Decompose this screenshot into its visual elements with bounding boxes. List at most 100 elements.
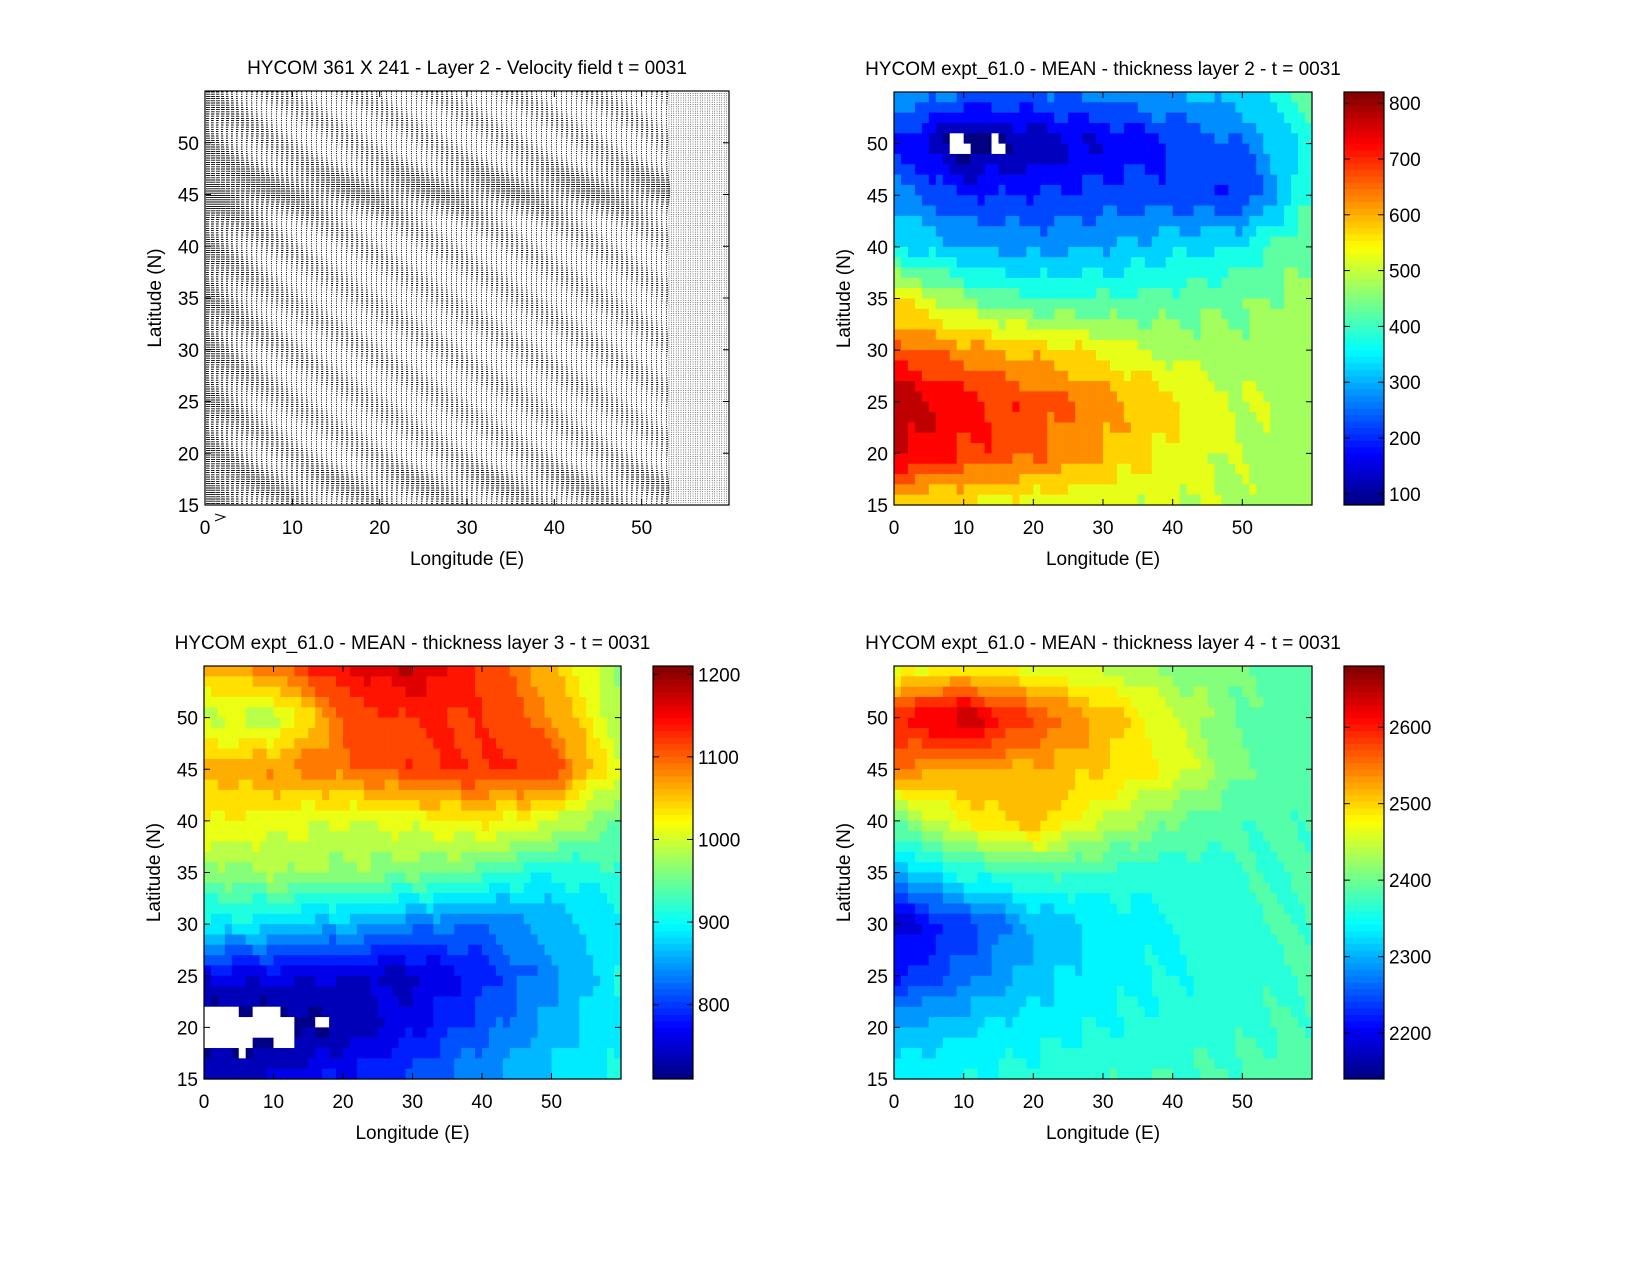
heat-cell: [900, 257, 909, 269]
heat-cell: [363, 841, 372, 853]
heat-cell: [1179, 236, 1188, 248]
heat-cell: [1026, 277, 1034, 289]
heat-cell: [530, 800, 539, 812]
heat-cell: [370, 717, 379, 729]
heat-cell: [259, 913, 268, 925]
heat-cell: [516, 955, 525, 967]
heat-cell: [537, 696, 546, 708]
heat-cell: [1040, 184, 1048, 196]
heat-cell: [1019, 494, 1027, 506]
heat-cell: [419, 820, 427, 832]
heat-cell: [294, 758, 302, 770]
heat-cell: [1026, 453, 1034, 465]
heat-cell: [565, 758, 573, 770]
heat-cell: [419, 934, 427, 946]
heat-cell: [454, 851, 462, 863]
heat-cell: [579, 862, 587, 874]
heat-cell: [384, 841, 393, 853]
heat-cell: [558, 758, 566, 770]
heat-cell: [426, 686, 434, 698]
heat-cell: [935, 143, 944, 155]
heat-cell: [963, 184, 972, 196]
heat-cell: [419, 831, 427, 843]
heat-cell: [579, 934, 587, 946]
heat-cell: [914, 298, 923, 310]
heat-cell: [537, 955, 546, 967]
heat-cell: [1221, 381, 1229, 393]
heat-cell: [1270, 308, 1278, 320]
heat-cell: [224, 872, 233, 884]
heat-cell: [907, 288, 916, 300]
heat-cell: [343, 789, 351, 801]
heat-cell: [1179, 102, 1188, 114]
heat-cell: [266, 893, 275, 905]
heat-cell: [579, 986, 587, 997]
heat-cell: [356, 789, 365, 801]
heat-cell: [1116, 422, 1125, 434]
heat-cell: [977, 205, 986, 217]
heat-cell: [544, 738, 553, 750]
heat-cell: [956, 122, 965, 134]
heat-cell: [336, 810, 344, 822]
heat-cell: [273, 800, 282, 812]
heat-cell: [301, 727, 309, 739]
heat-cell: [370, 944, 379, 956]
heat-cell: [287, 686, 295, 698]
heat-cell: [412, 893, 421, 905]
heat-cell: [1256, 412, 1264, 423]
heat-cell: [280, 934, 288, 946]
heat-cell: [572, 996, 580, 1008]
heat-cell: [1235, 350, 1243, 362]
heat-cell: [1123, 112, 1132, 124]
heat-cell: [1277, 112, 1285, 124]
heat-cell: [1151, 122, 1160, 134]
heat-cell: [391, 944, 400, 956]
heat-cell: [495, 800, 504, 812]
heat-cell: [440, 800, 448, 812]
heat-cell: [551, 738, 560, 750]
heat-cell: [516, 872, 525, 884]
heat-cell: [1033, 92, 1041, 103]
heat-cell: [419, 779, 427, 791]
heat-cell: [1158, 474, 1167, 485]
heat-cell: [461, 696, 469, 708]
heat-cell: [935, 205, 944, 217]
heat-cell: [1089, 494, 1097, 506]
heat-cell: [900, 391, 909, 403]
heat-cell: [907, 184, 916, 196]
heat-cell: [1116, 215, 1125, 227]
heat-cell: [970, 370, 979, 382]
heat-cell: [942, 174, 951, 186]
heat-cell: [266, 707, 275, 719]
heat-cell: [287, 882, 295, 894]
heat-cell: [266, 820, 275, 832]
heat-cell: [224, 934, 233, 946]
heat-cell: [1193, 92, 1202, 103]
heat-cell: [907, 215, 916, 227]
heat-cell: [1214, 360, 1223, 372]
heat-cell: [1130, 257, 1139, 269]
heat-cell: [607, 696, 615, 708]
heat-cell: [928, 308, 937, 320]
heat-cell: [977, 133, 986, 145]
heat-cell: [991, 381, 1000, 393]
heat-cell: [1221, 422, 1229, 434]
colorbar-swatch: [1344, 233, 1384, 241]
heat-cell: [356, 924, 365, 936]
heat-cell: [600, 738, 608, 750]
heat-cell: [984, 102, 993, 114]
heat-cell: [1109, 184, 1118, 196]
heat-cell: [1270, 122, 1278, 134]
heat-cell: [579, 717, 587, 729]
heat-cell: [600, 893, 608, 905]
heat-cell: [245, 831, 254, 843]
heat-cell: [391, 1017, 400, 1028]
heat-cell: [551, 986, 560, 997]
heat-cell: [210, 779, 219, 791]
heat-cell: [1165, 143, 1174, 155]
heat-cell: [970, 102, 979, 114]
heat-cell: [266, 1006, 275, 1018]
heat-cell: [1249, 153, 1257, 165]
heat-cell: [210, 666, 219, 677]
heat-cell: [963, 143, 972, 155]
